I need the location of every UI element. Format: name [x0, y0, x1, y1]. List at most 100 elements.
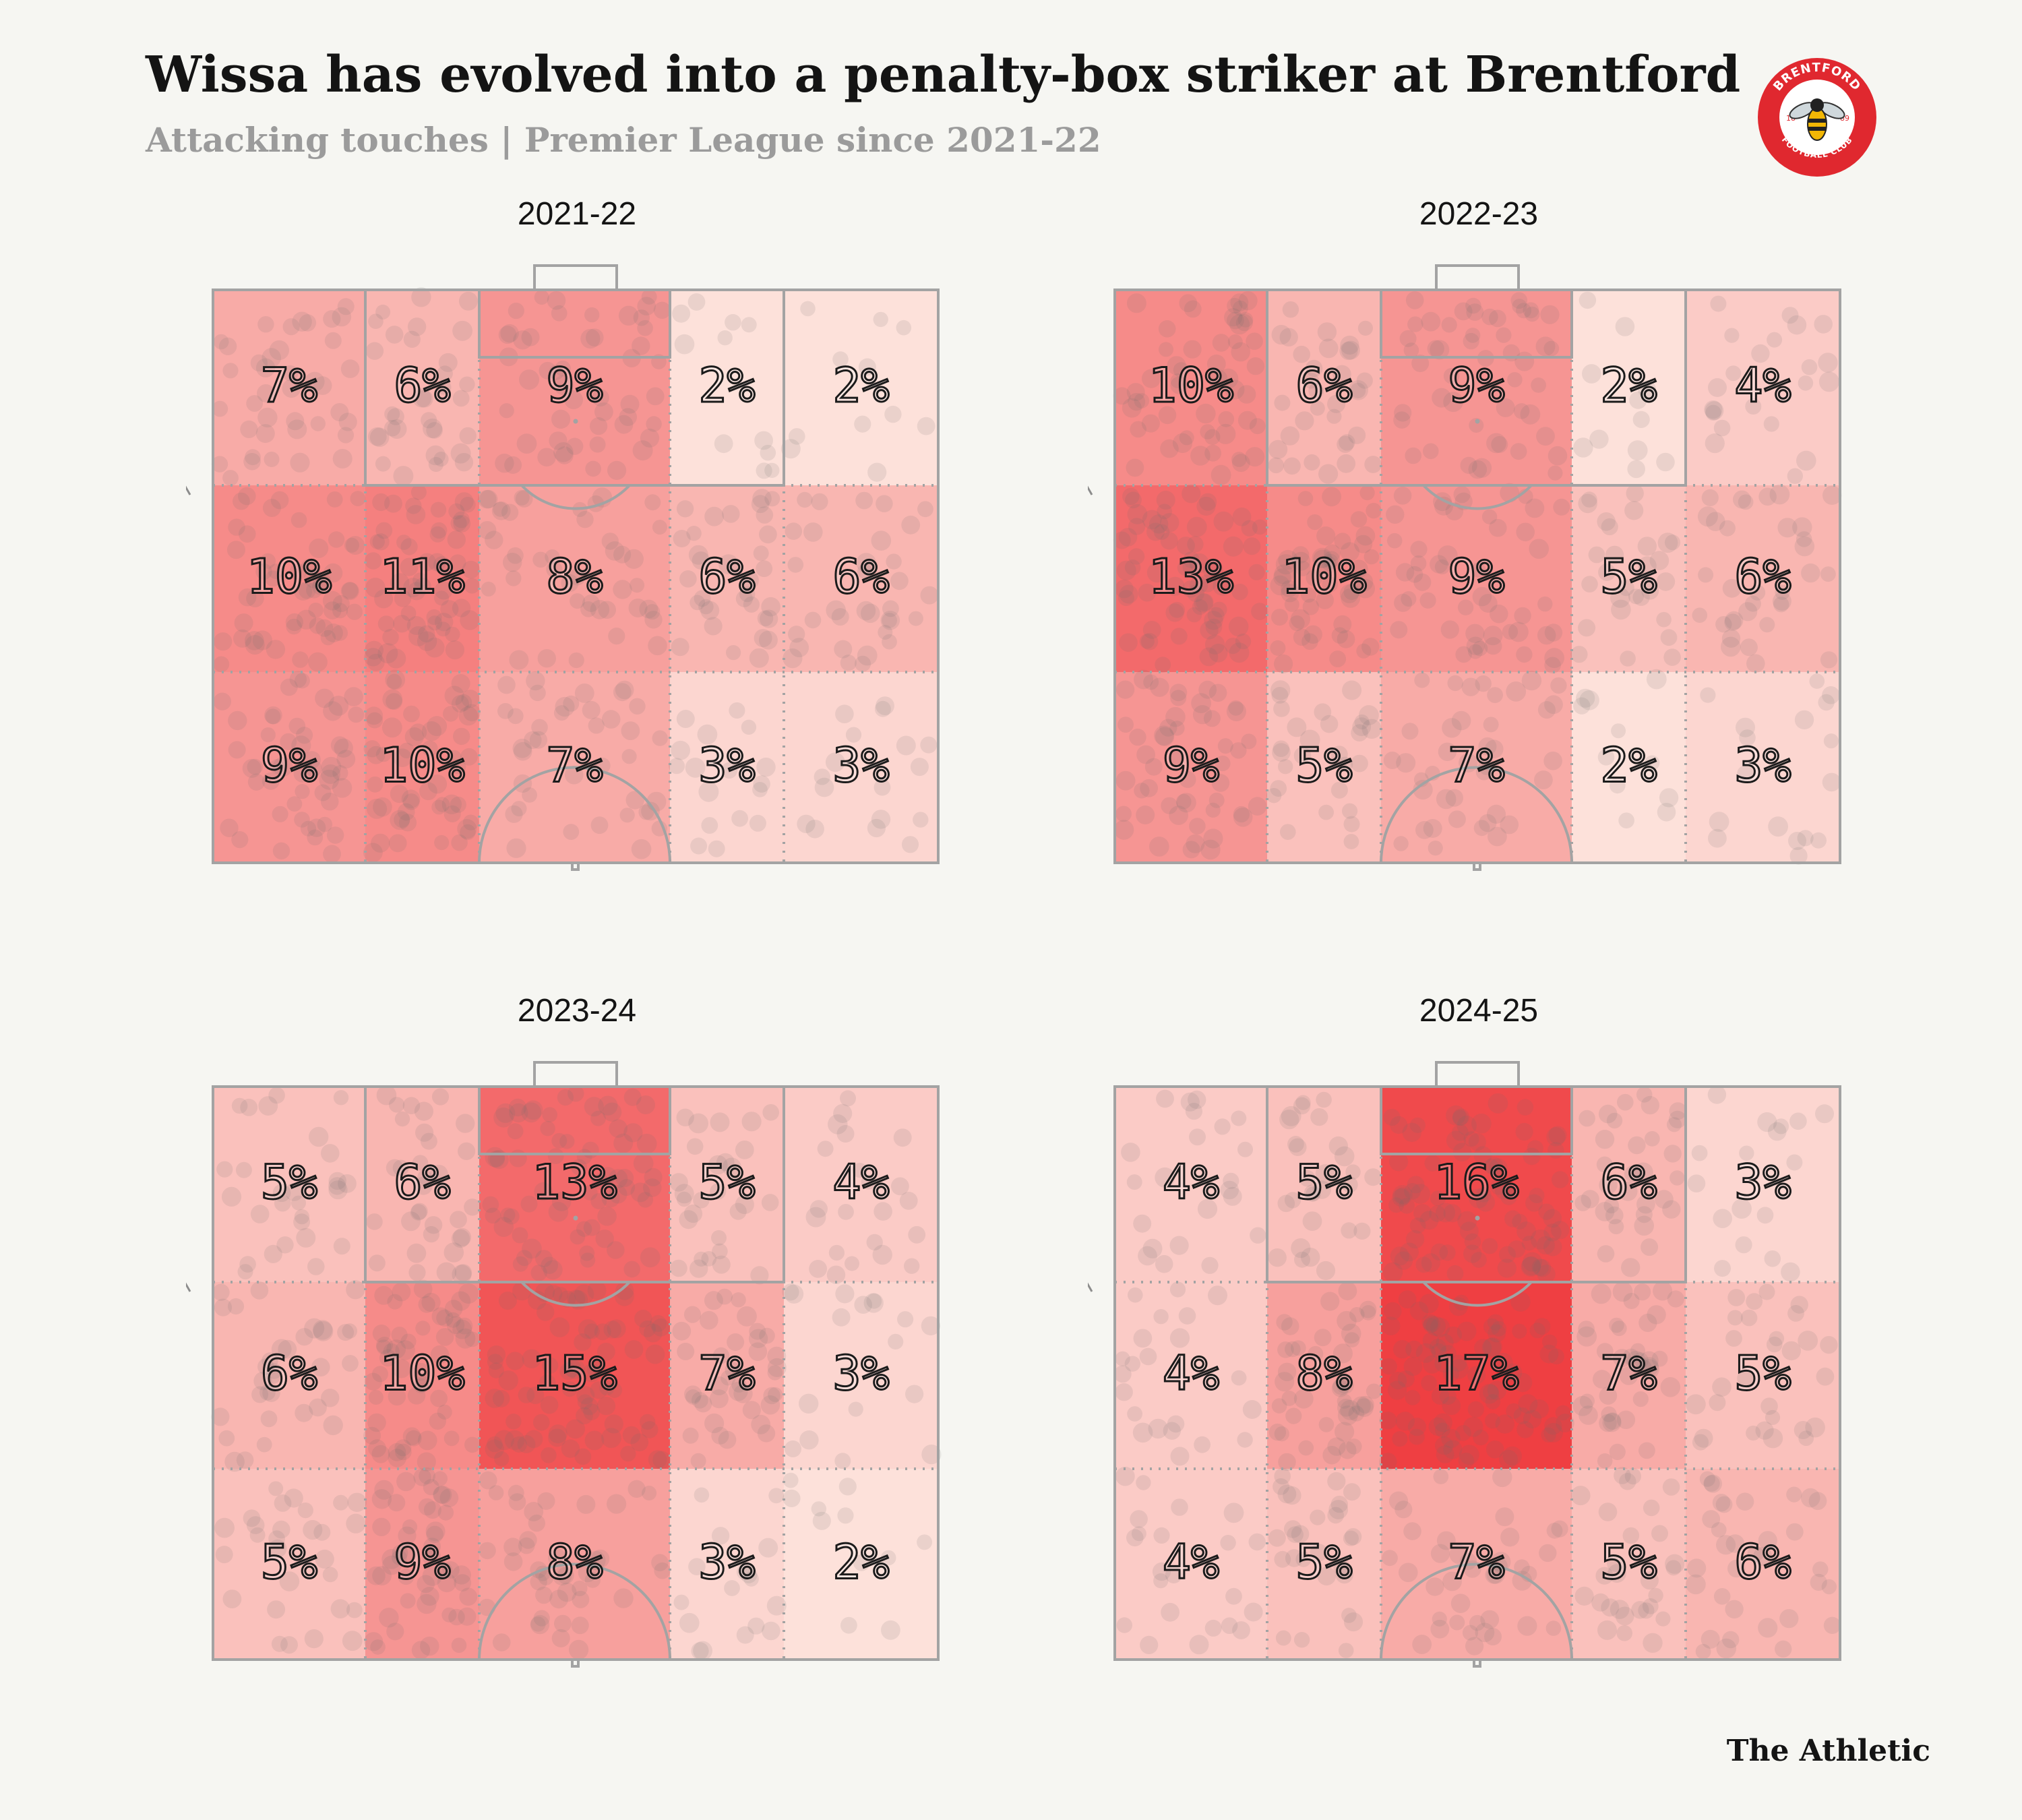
- touch-dot: [1248, 797, 1267, 816]
- touch-dot: [1436, 1333, 1454, 1352]
- touch-dot: [1461, 677, 1480, 696]
- touch-dot: [310, 416, 326, 431]
- touch-dot: [539, 361, 557, 380]
- touch-dot: [1639, 1357, 1659, 1376]
- touch-dot: [1606, 1112, 1623, 1129]
- touch-dot: [1483, 1318, 1500, 1335]
- cell-percentage-label: 6%: [394, 1155, 450, 1210]
- touch-dot: [363, 843, 383, 863]
- touch-dot: [1204, 444, 1221, 462]
- touch-dot: [826, 1265, 846, 1284]
- touch-dot: [309, 1398, 327, 1417]
- touch-dot: [1134, 783, 1150, 799]
- touch-dot: [721, 1370, 736, 1386]
- touch-dot: [1203, 710, 1221, 727]
- touch-dot: [1279, 1110, 1299, 1130]
- touch-dot: [306, 582, 322, 599]
- touch-dot: [1820, 566, 1836, 582]
- touch-dot: [1487, 1314, 1504, 1331]
- touch-dot: [825, 752, 845, 772]
- touch-dot: [1599, 1176, 1618, 1194]
- touch-dot: [240, 1099, 258, 1116]
- touch-dot: [457, 819, 477, 839]
- touch-dot: [460, 748, 478, 766]
- touch-dot: [506, 1414, 522, 1430]
- touch-dot: [1342, 680, 1362, 700]
- touch-dot: [711, 1426, 729, 1445]
- touch-dot: [1474, 1339, 1492, 1357]
- touch-dot: [1304, 454, 1320, 471]
- touch-dot: [1241, 520, 1258, 537]
- touch-dot: [444, 1300, 463, 1318]
- touch-dot: [1653, 1281, 1673, 1301]
- touch-dot: [1187, 584, 1204, 603]
- touch-dot: [524, 1430, 543, 1449]
- touch-dot: [646, 387, 665, 406]
- touch-dot: [1446, 1130, 1466, 1151]
- touch-dot: [227, 1298, 245, 1315]
- heat-cell: [1572, 1469, 1686, 1660]
- touch-dot: [537, 649, 556, 668]
- touch-dot: [530, 1265, 547, 1281]
- touch-dot: [1721, 636, 1741, 657]
- touch-dot: [1457, 1116, 1477, 1136]
- touch-dot: [880, 611, 900, 630]
- touch-dot: [672, 304, 691, 323]
- touch-dot: [1660, 1377, 1681, 1397]
- touch-dot: [684, 1385, 702, 1403]
- touch-dot: [390, 573, 410, 593]
- touch-dot: [563, 695, 580, 712]
- touch-dot: [553, 442, 574, 462]
- touch-dot: [272, 806, 288, 822]
- touch-dot: [1213, 511, 1234, 532]
- touch-dot: [651, 1554, 669, 1571]
- touch-dot: [576, 1386, 595, 1405]
- touch-dot: [424, 1216, 443, 1234]
- touch-dot: [686, 1138, 704, 1155]
- touch-dot: [634, 1310, 652, 1328]
- touch-dot: [402, 1519, 418, 1535]
- touch-dot: [450, 443, 471, 464]
- touch-dot: [1716, 1535, 1736, 1555]
- touch-dot: [1280, 426, 1300, 446]
- touch-dot: [1460, 456, 1477, 474]
- touch-dot: [338, 1174, 357, 1193]
- touch-dot: [521, 1102, 542, 1123]
- touch-dot: [688, 1113, 708, 1134]
- touch-dot: [1345, 1164, 1361, 1180]
- touch-dot: [676, 1108, 694, 1126]
- touch-dot: [1579, 690, 1599, 710]
- touch-dot: [672, 1321, 692, 1341]
- touch-dot: [430, 1345, 450, 1364]
- touch-dot: [1233, 300, 1248, 316]
- touch-dot: [899, 1192, 918, 1210]
- touch-dot: [1250, 1227, 1266, 1244]
- touch-dot: [857, 564, 873, 579]
- touch-dot: [1633, 1162, 1653, 1182]
- touch-dot: [1196, 403, 1216, 424]
- touch-dot: [398, 1526, 417, 1545]
- touch-dot: [346, 1602, 363, 1618]
- touch-dot: [1641, 1095, 1659, 1115]
- touch-dot: [1341, 1222, 1357, 1239]
- touch-dot: [1473, 1429, 1489, 1446]
- touch-dot: [451, 1637, 467, 1654]
- touch-dot: [1343, 816, 1360, 832]
- touch-dot: [542, 1107, 557, 1122]
- touch-dot: [435, 621, 451, 637]
- touch-dot: [1514, 1559, 1530, 1575]
- heat-cell: [784, 1087, 938, 1282]
- touch-dot: [787, 557, 804, 573]
- touch-dot: [1475, 1622, 1495, 1643]
- touch-dot: [1705, 433, 1725, 454]
- touch-dot: [1647, 1305, 1666, 1325]
- touch-dot: [294, 673, 310, 689]
- touch-dot: [262, 499, 281, 517]
- touch-dot: [1634, 1283, 1651, 1301]
- touch-dot: [620, 1445, 636, 1462]
- touch-dot: [456, 1114, 475, 1133]
- touch-dot: [260, 727, 276, 743]
- touch-dot: [503, 1538, 522, 1556]
- touch-dot: [750, 1266, 769, 1285]
- touch-dot: [1366, 1383, 1382, 1399]
